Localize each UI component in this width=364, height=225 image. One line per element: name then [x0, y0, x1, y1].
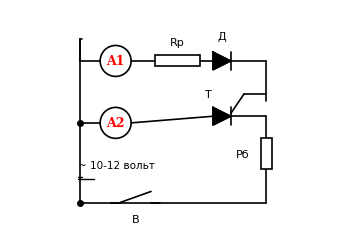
Polygon shape — [213, 53, 231, 70]
Text: Rp: Rp — [170, 37, 185, 47]
Text: Рб: Рб — [236, 149, 249, 159]
Text: ~ 10-12 вольт: ~ 10-12 вольт — [78, 160, 155, 170]
Polygon shape — [213, 108, 231, 126]
FancyBboxPatch shape — [155, 56, 200, 67]
Text: Д: Д — [218, 32, 226, 42]
FancyBboxPatch shape — [261, 139, 272, 170]
Text: В: В — [132, 214, 139, 224]
Text: A1: A1 — [106, 55, 125, 68]
Text: Т: Т — [205, 89, 212, 99]
Text: A2: A2 — [106, 117, 125, 130]
